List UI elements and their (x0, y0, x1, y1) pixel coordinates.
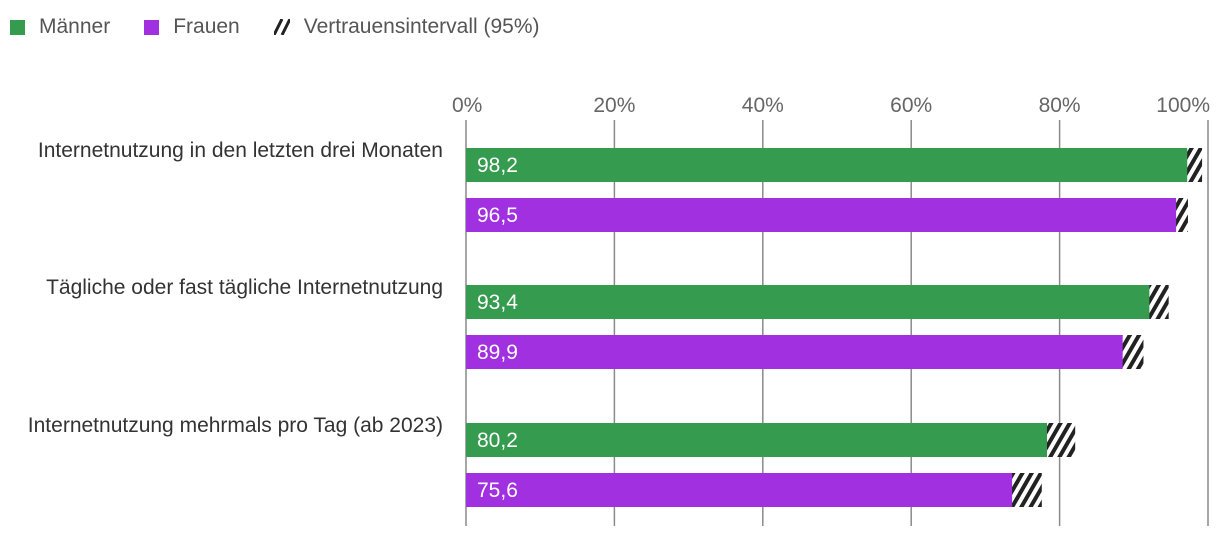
x-tick-label: 100% (1156, 94, 1210, 117)
bar-frauen-1 (466, 335, 1134, 369)
category-label-daily-usage: Tägliche oder fast tägliche Internetnutz… (46, 276, 443, 299)
x-tick-label: 40% (742, 94, 784, 117)
legend-label-confidence-interval: Vertrauensintervall (95%) (303, 15, 540, 38)
legend: Männer Frauen Vertrauensintervall (95%) (10, 12, 540, 42)
category-label-last-three-months: Internetnutzung in den letzten drei Mona… (37, 139, 443, 162)
bar-frauen-2 (466, 473, 1027, 507)
ci-frauen-1 (1122, 335, 1144, 369)
ci-maenner-2 (1046, 423, 1076, 457)
data-label-frauen-0: 96,5 (477, 204, 518, 227)
data-label-maenner-0: 98,2 (477, 154, 518, 177)
x-tick-label: 60% (890, 94, 932, 117)
ci-maenner-0 (1187, 148, 1203, 182)
ci-maenner-1 (1149, 285, 1169, 319)
bar-maenner-0 (466, 148, 1195, 182)
x-tick-label: 80% (1039, 94, 1081, 117)
bar-maenner-2 (466, 423, 1062, 457)
data-label-frauen-2: 75,6 (477, 479, 518, 502)
legend-item-maenner: Männer (10, 15, 110, 39)
purple-square-icon (144, 19, 160, 35)
data-label-maenner-2: 80,2 (477, 429, 518, 452)
bar-maenner-1 (466, 285, 1160, 319)
ci-frauen-0 (1176, 198, 1188, 232)
data-label-maenner-1: 93,4 (477, 291, 518, 314)
data-label-frauen-1: 89,9 (477, 341, 518, 364)
legend-label-frauen: Frauen (173, 15, 240, 38)
legend-item-confidence-interval: Vertrauensintervall (95%) (273, 15, 540, 39)
ci-frauen-2 (1012, 473, 1042, 507)
legend-label-maenner: Männer (39, 15, 111, 38)
category-label-multiple-per-day: Internetnutzung mehrmals pro Tag (ab 202… (27, 414, 443, 437)
hatch-icon (273, 19, 290, 35)
x-tick-label: 0% (452, 94, 482, 117)
legend-item-frauen: Frauen (144, 15, 240, 39)
bar-frauen-0 (466, 198, 1183, 232)
x-tick-label: 20% (593, 94, 635, 117)
green-square-icon (10, 19, 25, 35)
